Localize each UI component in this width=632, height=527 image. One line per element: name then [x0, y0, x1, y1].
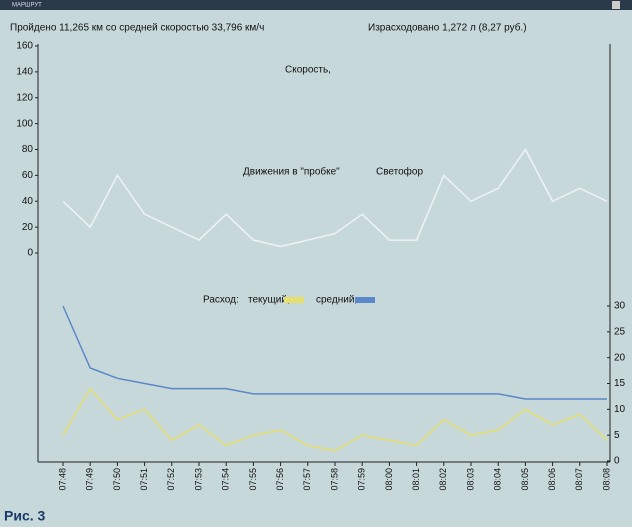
- legend-swatch: [284, 297, 304, 303]
- annotation: Движения в "пробке": [243, 166, 340, 178]
- y-tick-label: 40: [22, 196, 34, 207]
- y-tick-label: 20: [22, 222, 34, 233]
- speed-title: Скорость,: [285, 65, 331, 76]
- x-tick-label: 07:57: [302, 468, 312, 491]
- y2-tick-label: 20: [614, 352, 626, 363]
- y2-tick-label: 25: [614, 326, 626, 337]
- y-tick-label: 160: [16, 41, 33, 52]
- x-tick-label: 07:59: [357, 468, 367, 491]
- x-tick-label: 07:58: [329, 468, 339, 491]
- x-tick-label: 07:52: [166, 468, 176, 491]
- y-tick-label: 60: [22, 170, 34, 181]
- title-bar: [0, 0, 632, 10]
- series-line: [62, 387, 608, 452]
- x-tick-label: 08:05: [520, 468, 530, 491]
- y2-tick-label: 15: [614, 378, 626, 389]
- y-tick-label: 140: [16, 67, 33, 78]
- x-tick-label: 07:50: [112, 468, 122, 491]
- consumption-title: Расход:: [203, 295, 239, 306]
- y-tick-label: 0: [27, 248, 33, 259]
- x-tick-label: 07:55: [248, 468, 258, 491]
- x-tick-label: 08:06: [547, 468, 557, 491]
- caption: Рис. 3: [4, 508, 46, 524]
- y2-tick-label: 0: [614, 456, 620, 467]
- x-tick-label: 08:00: [384, 468, 394, 491]
- x-tick-label: 08:02: [438, 468, 448, 491]
- x-tick-label: 07:48: [57, 468, 67, 491]
- x-tick-label: 08:08: [601, 468, 611, 491]
- y-tick-label: 100: [16, 118, 33, 129]
- header-fuel: Израсходовано 1,272 л (8,27 руб.): [368, 22, 527, 34]
- y-tick-label: 80: [22, 144, 34, 155]
- header-distance: Пройдено 11,265 км со средней скоростью …: [10, 23, 264, 34]
- x-tick-label: 07:49: [85, 468, 95, 491]
- x-tick-label: 07:53: [193, 468, 203, 491]
- x-tick-label: 07:56: [275, 468, 285, 491]
- y2-tick-label: 5: [614, 430, 620, 441]
- series-line: [62, 305, 607, 400]
- y-tick-label: 120: [16, 92, 33, 103]
- y2-tick-label: 10: [614, 404, 626, 415]
- x-tick-label: 08:01: [411, 468, 421, 491]
- legend-label: средний,: [316, 295, 357, 306]
- x-tick-label: 07:51: [139, 468, 149, 491]
- close-button[interactable]: [612, 1, 620, 9]
- series-line: [62, 148, 608, 248]
- x-tick-label: 08:07: [574, 468, 584, 491]
- x-tick-label: 08:03: [465, 468, 475, 491]
- y2-tick-label: 30: [614, 301, 626, 312]
- legend-label: текущий,: [248, 295, 290, 306]
- annotation: Светофор: [376, 166, 423, 178]
- x-tick-label: 07:54: [221, 468, 231, 491]
- window-title: МАРШРУТ: [12, 3, 42, 9]
- x-tick-label: 08:04: [493, 468, 503, 491]
- legend-swatch: [355, 297, 375, 303]
